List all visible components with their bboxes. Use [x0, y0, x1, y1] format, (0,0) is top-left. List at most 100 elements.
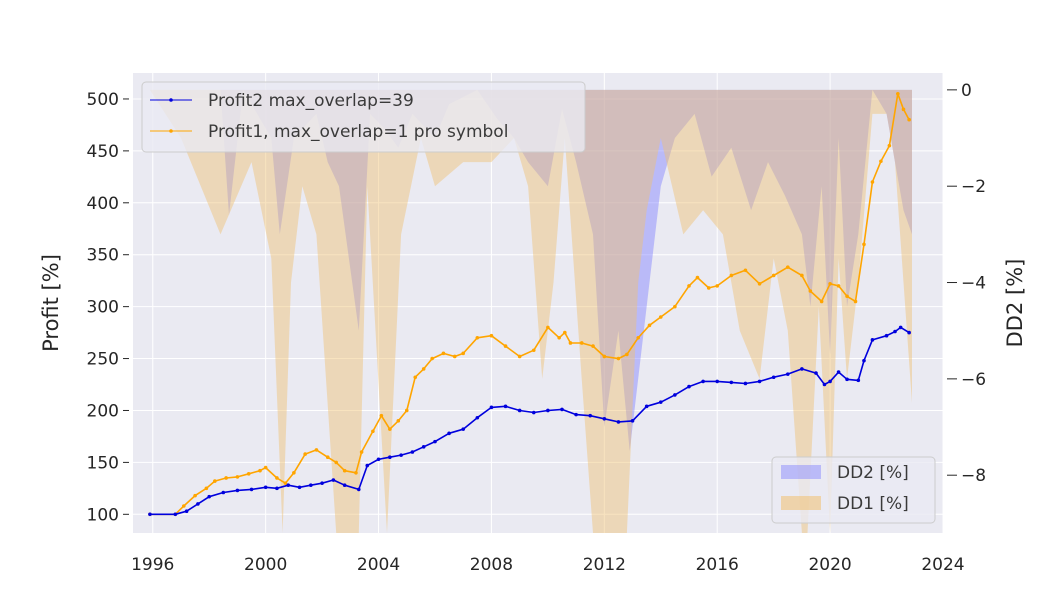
profit2-point	[249, 487, 254, 492]
profit1-point	[896, 91, 900, 96]
x-tick-label: 2020	[808, 555, 851, 575]
profit2-point	[828, 379, 832, 384]
profit1-point	[475, 335, 480, 340]
drawdown-areas	[149, 89, 912, 533]
profit2-point	[845, 377, 849, 382]
profit1-point	[258, 468, 262, 473]
profit2-point	[757, 379, 762, 384]
profit1-point	[828, 281, 832, 286]
y-axis-title: Profit [%]	[39, 254, 63, 352]
profit2-point	[898, 325, 903, 330]
profit1-point	[706, 286, 711, 290]
profit2-point	[893, 329, 897, 334]
profit2-point	[517, 408, 522, 413]
y2-tick-label: −6	[961, 370, 986, 390]
profit1-point	[785, 265, 790, 269]
profit1-point	[636, 335, 640, 340]
profit1-point	[531, 348, 536, 353]
legend-upper-box	[141, 81, 586, 153]
legend-profit1-label: Profit1, max_overlap=1 pro symbol	[208, 122, 508, 142]
profit2-point	[715, 379, 720, 384]
legend-lower: DD2 [%] DD1 [%]	[771, 456, 936, 524]
y-tick-label: 100	[87, 505, 119, 525]
y2-tick-label: −8	[961, 466, 986, 486]
profit1-point	[489, 333, 494, 338]
x-tick-label: 1996	[131, 555, 174, 575]
profit2-point	[862, 358, 866, 363]
profit1-point	[263, 465, 268, 470]
profit1-point	[503, 344, 508, 348]
profit1-point	[283, 481, 288, 485]
profit1-point	[757, 281, 762, 286]
y2-tick-label: −2	[961, 177, 986, 197]
profit1-point	[421, 367, 426, 371]
profit1-point	[334, 460, 339, 465]
profit1-point	[193, 493, 197, 498]
profit1-point	[388, 427, 392, 431]
profit2-point	[275, 486, 279, 491]
y-tick-label: 450	[87, 142, 119, 162]
profit1-point	[687, 284, 691, 288]
profit1-point	[371, 429, 375, 434]
profit2-point	[814, 371, 818, 375]
profit2-point	[399, 453, 403, 457]
profit2-point	[421, 445, 426, 449]
profit1-point	[602, 354, 607, 359]
profit1-point	[354, 470, 358, 475]
profit1-point	[517, 354, 522, 359]
profit1-point	[800, 273, 804, 278]
profit1-point	[836, 284, 841, 288]
profit2-point	[907, 330, 911, 335]
y2-axis-ticks: 0 −2 −4 −6 −8	[947, 81, 986, 486]
profit2-point	[546, 408, 550, 413]
profit1-point	[658, 315, 663, 319]
profit1-point	[907, 117, 911, 122]
dd1-area	[149, 89, 912, 533]
profit1-point	[413, 375, 418, 380]
profit2-point	[447, 431, 451, 436]
profit1-point	[808, 289, 813, 293]
profit2-point	[616, 420, 621, 424]
legend-dd1-label: DD1 [%]	[837, 494, 909, 514]
profit1-point	[325, 455, 330, 459]
legend-upper: Profit2 max_overlap=39 Profit1, max_over…	[141, 81, 586, 153]
profit1-point	[430, 356, 434, 361]
profit2-point	[286, 483, 291, 488]
profit1-point	[887, 143, 892, 148]
x-axis-ticks: 1996 2000 2004 2008 2012 2016 2020 2024	[131, 555, 965, 575]
profit2-point	[870, 338, 875, 342]
profit2-point	[342, 483, 347, 488]
profit2-point	[475, 415, 480, 420]
legend-dd1-swatch	[781, 496, 821, 510]
y-axis-ticks: 100 150 200 250 300 350 400 450 500	[87, 90, 129, 525]
profit1-point	[879, 159, 883, 164]
profit1-point	[224, 476, 228, 480]
profit2-point	[356, 487, 361, 492]
profit2-point	[235, 488, 240, 493]
profit2-point	[309, 483, 313, 488]
profit1-point	[557, 335, 561, 340]
profit1-point	[396, 419, 401, 423]
profit1-point	[314, 448, 319, 452]
profit1-point	[853, 299, 858, 304]
profit1-point	[452, 354, 457, 359]
profit1-point	[715, 284, 720, 288]
profit1-point	[901, 107, 906, 112]
profit2-point	[729, 380, 734, 385]
x-tick-label: 2008	[470, 555, 513, 575]
profit2-point	[461, 427, 466, 431]
y2-tick-label: 0	[961, 81, 972, 101]
profit2-point	[884, 333, 889, 338]
profit2-point	[503, 404, 508, 409]
profit2-point	[221, 490, 226, 495]
profit1-point	[870, 180, 875, 184]
profit1-point	[579, 341, 584, 345]
profit2-point	[800, 367, 804, 371]
profit2-point	[263, 485, 268, 490]
profit2-point	[771, 375, 776, 380]
profit-lines	[148, 91, 911, 517]
legend-profit1-marker	[169, 129, 173, 133]
profit2-point	[836, 370, 841, 374]
y-tick-label: 500	[87, 90, 119, 110]
